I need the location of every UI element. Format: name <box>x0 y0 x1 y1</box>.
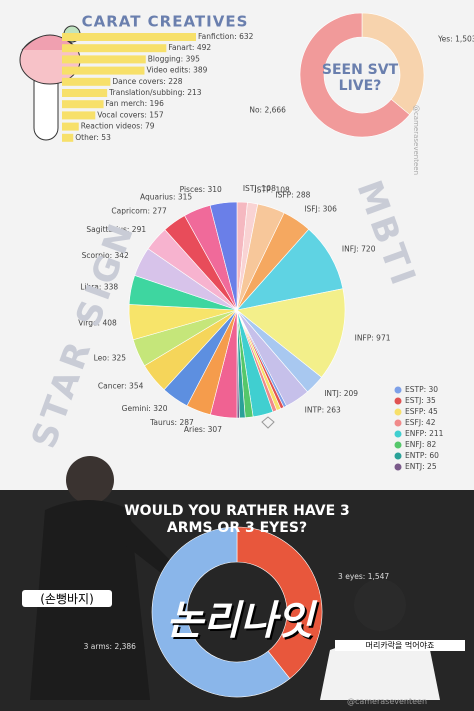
watermark: @cameraseventeen <box>412 104 420 176</box>
value-label: Dance covers: 228 <box>112 77 182 86</box>
value-label: 3 eyes: 1,547 <box>338 572 389 581</box>
value-label: INTJ: 209 <box>324 389 358 398</box>
bar <box>62 89 108 97</box>
legend-label: ENTP: 60 <box>405 451 439 460</box>
caption: (손뻥바지) <box>22 590 112 607</box>
value-label: Gemini: 320 <box>122 404 168 413</box>
chart-title: CARAT CREATIVES <box>82 13 249 31</box>
value-label: Leo: 325 <box>94 353 127 362</box>
slice <box>236 288 346 378</box>
legend-label: ENFJ: 82 <box>405 440 437 449</box>
legend-swatch <box>394 463 402 471</box>
legend-swatch <box>394 386 402 394</box>
value-label: Video edits: 389 <box>146 66 207 75</box>
value-label: Blogging: 395 <box>148 54 200 63</box>
bar <box>62 66 145 75</box>
value-label: Scorpio: 342 <box>82 251 129 260</box>
legend-label: ESFP: 45 <box>405 407 438 416</box>
value-label: Fanart: 492 <box>168 43 211 52</box>
bar <box>62 133 74 142</box>
slice <box>236 228 344 311</box>
legend-swatch <box>394 419 402 427</box>
legend-swatch <box>394 430 402 438</box>
value-label: Translation/subbing: 213 <box>108 88 202 97</box>
value-label: ISTP: 108 <box>255 185 291 194</box>
bar <box>62 100 104 109</box>
bar <box>62 77 111 86</box>
value-label: Yes: 1,503 <box>437 34 474 43</box>
value-label: Fanfiction: 632 <box>198 32 254 41</box>
overlay-text: 논리나잇 <box>166 598 314 644</box>
legend-label: ESTJ: 35 <box>405 396 436 405</box>
legend-swatch <box>394 408 402 416</box>
value-label: INTP: 263 <box>305 405 341 414</box>
value-label: Libra: 338 <box>80 282 118 291</box>
legend-label: ESTP: 30 <box>405 385 438 394</box>
slice <box>236 526 323 680</box>
donut-title: SEEN SVT LIVE? <box>321 62 399 94</box>
value-label: Reaction videos: 79 <box>81 122 155 131</box>
value-label: Other: 53 <box>75 133 111 142</box>
slice <box>361 12 425 116</box>
legend-label: ENTJ: 25 <box>405 462 437 471</box>
value-label: Vocal covers: 157 <box>97 110 164 119</box>
bar <box>62 55 146 64</box>
bar <box>62 44 167 53</box>
donut-title: WOULD YOU RATHER HAVE 3 ARMS OR 3 EYES? <box>124 503 350 536</box>
value-label: Sagittarius: 291 <box>86 225 146 234</box>
value-label: Fan merch: 196 <box>106 99 165 108</box>
value-label: Taurus: 287 <box>149 418 194 427</box>
legend-label: ENFP: 211 <box>405 429 444 438</box>
value-label: Aquarius: 315 <box>140 193 192 202</box>
value-label: ISFJ: 306 <box>304 204 337 213</box>
diamond-icon <box>261 416 275 429</box>
value-label: Aries: 307 <box>184 425 222 434</box>
legend-swatch <box>394 397 402 405</box>
value-label: 3 arms: 2,386 <box>84 642 137 651</box>
slice <box>151 526 291 698</box>
value-label: Capricorn: 277 <box>111 206 167 215</box>
value-label: Virgo: 408 <box>78 319 117 328</box>
person-right <box>320 579 440 700</box>
slice <box>209 201 238 311</box>
value-label: ISTJ: 108 <box>243 184 276 193</box>
watermark: @cameraseventeen <box>346 697 428 706</box>
value-label: No: 2,666 <box>249 106 286 115</box>
bar <box>62 111 96 120</box>
value-label: Pisces: 310 <box>180 185 222 194</box>
value-label: INFP: 971 <box>355 333 391 342</box>
legend-label: ESFJ: 42 <box>405 418 436 427</box>
caption: 머리카락을 먹어야죠 <box>335 640 465 651</box>
legend-swatch <box>394 441 402 449</box>
bar <box>62 33 196 41</box>
value-label: ISFP: 288 <box>275 190 310 199</box>
value-label: INFJ: 720 <box>342 245 376 254</box>
legend-swatch <box>394 452 402 460</box>
bar <box>62 122 79 131</box>
slice <box>299 12 411 138</box>
mascot <box>19 25 81 141</box>
value-label: Cancer: 354 <box>98 382 144 391</box>
